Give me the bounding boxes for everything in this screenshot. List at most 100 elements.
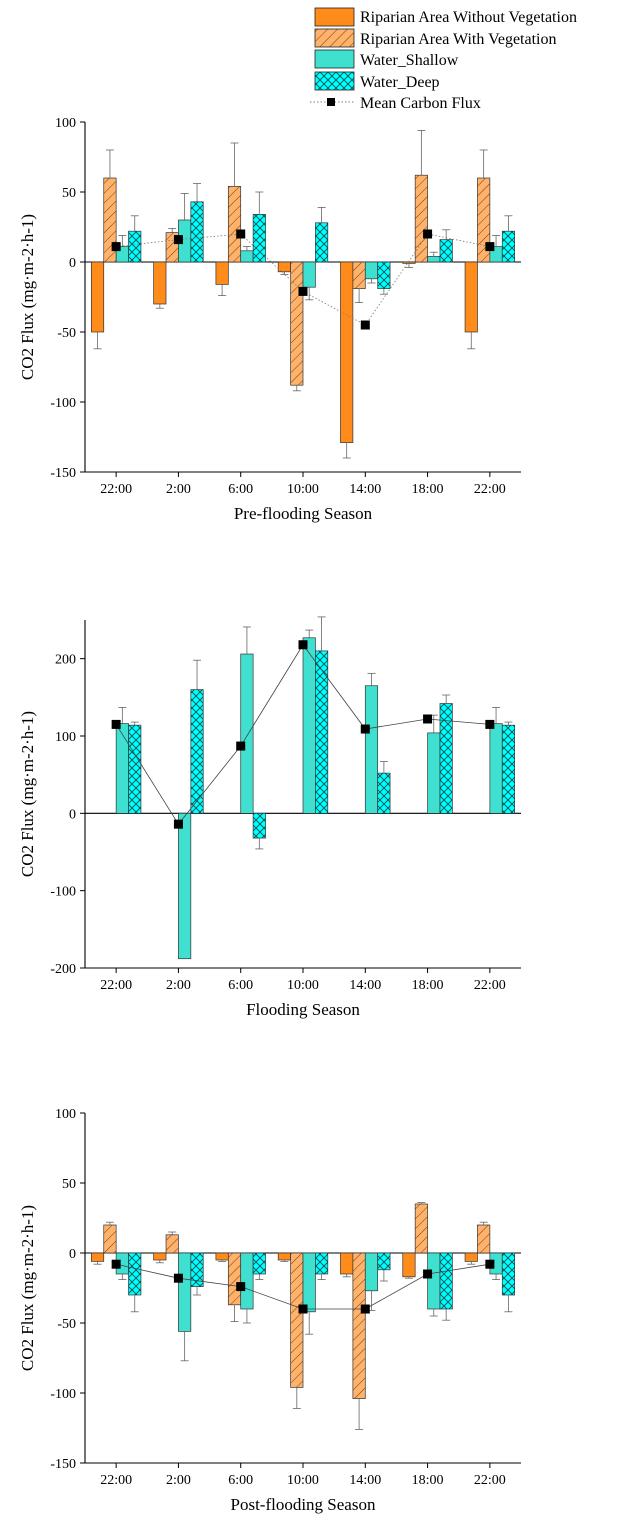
bar-riparian-with-veg: [477, 1225, 489, 1253]
bar-riparian-with-veg: [291, 1253, 303, 1387]
bar-riparian-without-veg: [278, 1253, 290, 1260]
bar-riparian-with-veg: [291, 262, 303, 385]
bar-riparian-without-veg: [216, 1253, 228, 1260]
y-axis-title: CO2 Flux (mg·m-2·h-1): [18, 214, 37, 380]
bar-group: [403, 262, 415, 268]
bar-water-shallow: [303, 1253, 315, 1312]
bar-water-deep: [502, 1253, 514, 1295]
bar-riparian-without-veg: [340, 262, 352, 443]
bar-water-shallow: [241, 654, 253, 813]
bar-group: [378, 762, 390, 814]
bar-group: [178, 1253, 190, 1361]
y-tick-label: -150: [50, 1457, 76, 1472]
x-tick-label: 22:00: [474, 1473, 506, 1488]
x-tick-label: 14:00: [349, 1473, 381, 1488]
bar-group: [241, 627, 253, 813]
bar-riparian-without-veg: [340, 1253, 352, 1274]
bar-riparian-with-veg: [353, 1253, 365, 1399]
x-tick-label: 6:00: [228, 482, 253, 497]
bar-group: [502, 216, 514, 262]
bar-group: [340, 1253, 352, 1277]
y-tick-label: 0: [69, 1247, 76, 1262]
bar-group: [291, 262, 303, 391]
bar-riparian-without-veg: [154, 262, 166, 304]
bar-water-shallow: [365, 1253, 377, 1291]
bar-group: [365, 673, 377, 813]
bar-water-deep: [253, 813, 265, 838]
bar-water-deep: [129, 1253, 141, 1295]
bar-group: [315, 207, 327, 262]
bar-riparian-without-veg: [403, 262, 415, 263]
mean-carbon-flux-marker: [361, 1305, 370, 1314]
bar-group: [440, 1253, 452, 1320]
x-tick-label: 18:00: [412, 1473, 444, 1488]
y-tick-label: -50: [57, 1317, 76, 1332]
y-axis-title: CO2 Flux (mg·m-2·h-1): [18, 711, 37, 877]
mean-carbon-flux-marker: [361, 725, 370, 734]
x-tick-label: 14:00: [349, 482, 381, 497]
mean-carbon-flux-marker: [112, 1260, 121, 1269]
bar-riparian-without-veg: [91, 262, 103, 332]
mean-carbon-flux-marker: [423, 714, 432, 723]
x-axis-title: Flooding Season: [246, 1000, 360, 1019]
bar-group: [465, 1253, 477, 1264]
bar-group: [415, 1203, 427, 1253]
y-tick-label: 100: [55, 730, 76, 745]
bar-group: [191, 660, 203, 813]
bar-water-shallow: [116, 724, 128, 814]
x-tick-label: 6:00: [228, 1473, 253, 1488]
y-tick-label: 100: [55, 1107, 76, 1122]
bar-riparian-without-veg: [216, 262, 228, 284]
mean-carbon-flux-marker: [236, 1282, 245, 1291]
bar-water-shallow: [365, 686, 377, 814]
bar-riparian-without-veg: [403, 1253, 415, 1277]
bar-group: [502, 722, 514, 813]
y-tick-label: 0: [69, 256, 76, 271]
bar-group: [253, 813, 265, 849]
bar-water-shallow: [241, 1253, 253, 1309]
x-tick-label: 2:00: [166, 978, 191, 993]
mean-carbon-flux-marker: [112, 720, 121, 729]
bar-riparian-with-veg: [166, 1235, 178, 1253]
bar-riparian-with-veg: [228, 186, 240, 262]
bar-group: [278, 1253, 290, 1261]
bar-riparian-with-veg: [415, 1204, 427, 1253]
x-tick-label: 22:00: [474, 978, 506, 993]
bar-group: [440, 230, 452, 262]
bar-riparian-with-veg: [353, 262, 365, 289]
bar-group: [440, 695, 452, 813]
bar-group: [129, 1253, 141, 1312]
x-tick-label: 14:00: [349, 978, 381, 993]
bar-group: [378, 1253, 390, 1281]
mean-carbon-flux-marker: [423, 230, 432, 239]
y-tick-label: -200: [50, 962, 76, 977]
bar-group: [216, 1253, 228, 1261]
y-tick-label: 50: [62, 1177, 76, 1192]
bar-group: [166, 228, 178, 262]
bar-group: [291, 1253, 303, 1408]
bar-group: [415, 130, 427, 262]
bar-riparian-without-veg: [465, 262, 477, 332]
bar-water-shallow: [428, 1253, 440, 1309]
bar-group: [228, 143, 240, 262]
bar-riparian-with-veg: [228, 1253, 240, 1305]
mean-carbon-flux-marker: [236, 742, 245, 751]
mean-carbon-flux-marker: [423, 1270, 432, 1279]
x-tick-label: 22:00: [100, 1473, 132, 1488]
bar-group: [216, 262, 228, 296]
bar-water-deep: [315, 1253, 327, 1274]
x-tick-label: 6:00: [228, 978, 253, 993]
mean-carbon-flux-marker: [236, 230, 245, 239]
bar-group: [378, 262, 390, 294]
mean-carbon-flux-marker: [174, 1274, 183, 1283]
mean-carbon-flux-marker: [485, 242, 494, 251]
y-tick-label: 200: [55, 653, 76, 668]
bar-water-deep: [378, 773, 390, 813]
y-tick-label: -100: [50, 885, 76, 900]
y-tick-label: -100: [50, 1387, 76, 1402]
y-axis-title: CO2 Flux (mg·m-2·h-1): [18, 1205, 37, 1371]
bar-group: [428, 715, 440, 813]
x-tick-label: 22:00: [474, 482, 506, 497]
mean-carbon-flux-marker: [299, 287, 308, 296]
bar-water-deep: [440, 240, 452, 262]
